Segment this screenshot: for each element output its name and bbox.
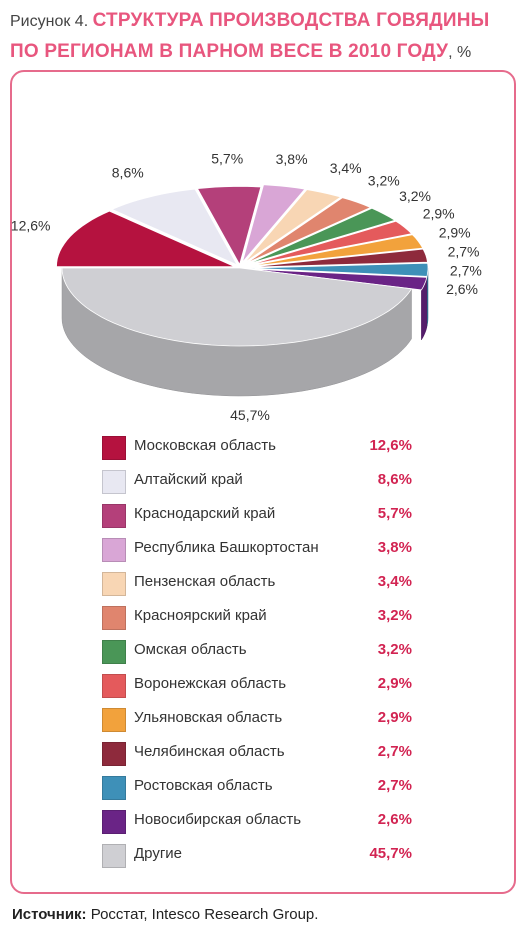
- legend-label: Краснодарский край: [134, 505, 276, 522]
- pie-label-8: 2,9%: [423, 206, 455, 222]
- pie-label-2: 8,6%: [112, 164, 144, 180]
- legend-item: Воронежская область 2,9%: [102, 670, 412, 704]
- legend-label: Другие: [134, 845, 183, 862]
- pie-slice-8: [248, 220, 413, 266]
- legend-swatch: [102, 776, 126, 800]
- pie-label-11: 2,7%: [450, 263, 482, 279]
- chart-unit: , %: [448, 44, 472, 61]
- legend-item: Другие 45,7%: [102, 840, 412, 874]
- legend-value: 3,4%: [377, 573, 412, 590]
- legend-item: Пензенская область 3,4%: [102, 568, 412, 602]
- source-text: Росстат, Intesco Research Group.: [86, 906, 319, 923]
- pie-label-1: 12,6%: [11, 218, 51, 234]
- pie-slice-side: [426, 268, 429, 327]
- source-label: Источник:: [12, 906, 87, 923]
- legend-label: Новосибирская область: [134, 811, 302, 828]
- legend-item: Ульяновская область 2,9%: [102, 704, 412, 738]
- legend-label: Воронежская область: [134, 675, 287, 692]
- legend-item: Ростовская область 2,7%: [102, 772, 412, 806]
- legend-label: Алтайский край: [134, 471, 243, 488]
- legend-label: Челябинская область: [134, 743, 285, 760]
- legend-value: 2,9%: [377, 709, 412, 726]
- pie-slice-13: [61, 267, 413, 347]
- legend-swatch: [102, 572, 126, 596]
- legend-value: 2,7%: [377, 743, 412, 760]
- legend-item: Новосибирская область 2,6%: [102, 806, 412, 840]
- pie-slice-3: [196, 185, 262, 266]
- legend-value: 2,6%: [377, 811, 412, 828]
- legend-label: Московская область: [134, 437, 276, 454]
- legend-item: Красноярский край 3,2%: [102, 602, 412, 636]
- legend-value: 12,6%: [369, 437, 412, 454]
- pie-slice-11: [249, 262, 429, 277]
- pie-slice-5: [244, 189, 342, 263]
- pie-label-3: 5,7%: [211, 151, 243, 167]
- legend-swatch: [102, 674, 126, 698]
- legend-label: Омская область: [134, 641, 247, 658]
- pie-label-12: 2,6%: [446, 281, 478, 297]
- legend-value: 5,7%: [377, 505, 412, 522]
- legend: Московская область 12,6% Алтайский край 8,6…: [102, 432, 412, 874]
- pie-slice-2: [110, 188, 239, 266]
- legend-swatch: [102, 470, 126, 494]
- pie-slice-10: [249, 248, 428, 268]
- source-note: Источник: Росстат, Intesco Research Grou…: [12, 906, 318, 923]
- legend-label: Ульяновская область: [134, 709, 283, 726]
- pie-label-7: 3,2%: [399, 188, 431, 204]
- legend-value: 2,7%: [377, 777, 412, 794]
- legend-value: 8,6%: [377, 471, 412, 488]
- pie-slice-9: [249, 234, 424, 267]
- legend-item: Республика Башкортостан 3,8%: [102, 534, 412, 568]
- legend-value: 3,2%: [377, 607, 412, 624]
- chart-title: СТРУКТУРА ПРОИЗВОДСТВА ГОВЯДИНЫ ПО РЕГИО…: [10, 10, 490, 62]
- legend-value: 45,7%: [369, 845, 412, 862]
- figure-label: Рисунок 4.: [10, 13, 89, 30]
- pie-slice-6: [245, 197, 372, 264]
- legend-swatch: [102, 640, 126, 664]
- pie-slice-7: [247, 207, 396, 265]
- legend-item: Омская область 3,2%: [102, 636, 412, 670]
- legend-item: Челябинская область 2,7%: [102, 738, 412, 772]
- pie-slice-4: [242, 184, 306, 263]
- chart-frame: [10, 70, 516, 894]
- pie-label-4: 3,8%: [276, 151, 308, 167]
- legend-label: Красноярский край: [134, 607, 267, 624]
- legend-item: Краснодарский край 5,7%: [102, 500, 412, 534]
- legend-swatch: [102, 742, 126, 766]
- legend-swatch: [102, 436, 126, 460]
- pie-slice-1: [56, 210, 235, 267]
- legend-swatch: [102, 708, 126, 732]
- legend-value: 2,9%: [377, 675, 412, 692]
- chart-title-block: Рисунок 4. СТРУКТУРА ПРОИЗВОДСТВА ГОВЯДИ…: [10, 6, 520, 68]
- legend-label: Республика Башкортостан: [134, 539, 319, 556]
- pie-labels: 12,6% 8,6% 5,7% 3,8% 3,4% 3,2%3,2% 2,9% 2,9% 2,7…: [11, 151, 482, 423]
- legend-swatch: [102, 504, 126, 528]
- pie-label-10: 2,7%: [448, 244, 480, 260]
- pie-tops: [56, 184, 429, 347]
- pie-label-5: 3,4%: [330, 160, 362, 176]
- legend-value: 3,2%: [377, 641, 412, 658]
- pie-label-13: 45,7%: [230, 407, 270, 423]
- legend-swatch: [102, 538, 126, 562]
- legend-swatch: [102, 844, 126, 868]
- legend-swatch: [102, 810, 126, 834]
- legend-swatch: [102, 606, 126, 630]
- legend-item: Московская область 12,6%: [102, 432, 412, 466]
- pie-label-9: 2,9%: [439, 224, 471, 240]
- legend-item: Алтайский край 8,6%: [102, 466, 412, 500]
- legend-label: Пензенская область: [134, 573, 276, 590]
- pie-label-6: 3,2%: [368, 172, 400, 188]
- legend-value: 3,8%: [377, 539, 412, 556]
- legend-label: Ростовская область: [134, 777, 273, 794]
